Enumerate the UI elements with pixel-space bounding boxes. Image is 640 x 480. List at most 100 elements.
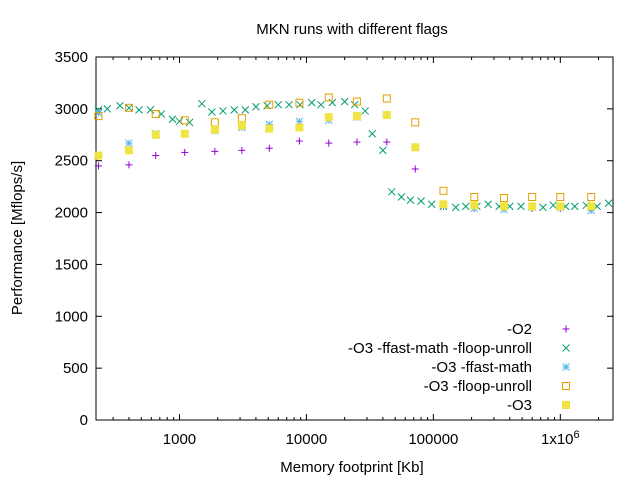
- data-point: [265, 124, 274, 133]
- series-2: [94, 109, 596, 215]
- data-point: [168, 115, 177, 124]
- data-point: [439, 186, 448, 195]
- legend-marker: [562, 325, 570, 333]
- data-point: [570, 202, 579, 211]
- data-point: [125, 161, 133, 169]
- data-point: [411, 143, 420, 152]
- legend-label: -O3 -ffast-math: [431, 359, 532, 376]
- data-point: [484, 200, 492, 209]
- data-point: [406, 196, 415, 204]
- data-point: [197, 99, 206, 108]
- data-point: [411, 118, 420, 127]
- chart-title: MKN runs with different flags: [256, 21, 447, 38]
- y-tick-label: 2500: [55, 153, 88, 170]
- y-axis-label: Performance [Mflops/s]: [9, 161, 26, 315]
- data-point: [382, 94, 391, 103]
- series-0: [94, 137, 595, 212]
- data-point: [340, 97, 349, 106]
- data-point: [94, 162, 102, 170]
- data-point: [411, 165, 419, 173]
- data-point: [124, 103, 133, 112]
- data-point: [241, 106, 250, 114]
- x-tick-label: 10000: [286, 431, 328, 448]
- data-point: [383, 138, 391, 146]
- data-point: [295, 123, 304, 132]
- y-tick-label: 2000: [55, 205, 88, 222]
- data-point: [556, 193, 565, 202]
- y-tick-label: 0: [80, 412, 88, 429]
- data-point: [539, 203, 547, 212]
- data-point: [325, 139, 333, 147]
- data-point: [307, 98, 316, 107]
- legend-marker: [562, 344, 570, 352]
- series-4: [94, 111, 596, 211]
- data-point: [230, 106, 239, 114]
- legend-label: -O3 -floop-unroll: [424, 378, 532, 395]
- legend-label: -O3: [507, 397, 532, 414]
- data-point: [470, 201, 479, 210]
- data-point: [180, 116, 189, 125]
- data-point: [238, 146, 246, 154]
- x-axis-label: Memory footprint [Kb]: [280, 459, 423, 476]
- data-point: [94, 151, 103, 160]
- data-point: [295, 137, 303, 145]
- data-point: [211, 147, 219, 155]
- data-point: [397, 193, 406, 201]
- data-point: [387, 187, 396, 196]
- data-point: [265, 100, 274, 109]
- data-point: [352, 112, 361, 121]
- data-point: [210, 125, 219, 134]
- series-3: [94, 93, 596, 203]
- y-tick-label: 3000: [55, 101, 88, 118]
- data-point: [94, 112, 103, 121]
- data-point: [587, 202, 596, 211]
- data-point: [549, 201, 558, 210]
- y-tick-label: 1000: [55, 308, 88, 325]
- data-point: [317, 100, 325, 109]
- data-point: [125, 139, 133, 147]
- data-point: [461, 202, 470, 211]
- data-point: [185, 118, 194, 127]
- plot-area: 0 500 1000 1500 2000 2500 3000 3500 1000 10000 100…: [55, 49, 614, 448]
- data-point: [151, 130, 160, 139]
- data-point: [152, 152, 160, 160]
- data-point: [146, 106, 155, 114]
- plot-frame: [95, 56, 614, 421]
- series-1: [94, 97, 613, 212]
- data-point: [125, 103, 133, 112]
- data-point: [352, 97, 361, 106]
- data-point: [353, 138, 361, 146]
- data-point: [116, 101, 124, 110]
- data-point: [151, 110, 160, 119]
- x-tick-label: 1000: [163, 431, 196, 448]
- data-point: [417, 197, 425, 206]
- data-point: [208, 108, 216, 116]
- data-point: [265, 144, 273, 152]
- data-point: [252, 102, 260, 111]
- data-point: [528, 193, 537, 202]
- data-point: [382, 111, 391, 120]
- data-point: [181, 148, 189, 156]
- data-point: [379, 146, 387, 155]
- data-point: [604, 199, 613, 208]
- data-point: [328, 98, 337, 107]
- legend-label: -O3 -ffast-math -floop-unroll: [348, 340, 532, 357]
- y-tick-label: 500: [63, 360, 88, 377]
- data-point: [361, 107, 369, 115]
- x-tick-label: 1x106: [541, 429, 580, 448]
- data-point: [135, 106, 143, 114]
- data-point: [296, 100, 304, 109]
- data-point: [427, 200, 436, 209]
- data-point: [556, 202, 565, 211]
- data-point: [528, 202, 537, 211]
- data-point: [295, 98, 304, 107]
- data-point: [274, 100, 283, 109]
- data-point: [451, 203, 460, 212]
- data-point: [237, 121, 246, 130]
- data-point: [219, 107, 227, 115]
- data-point: [517, 202, 525, 211]
- legend: -O2 -O3 -ffast-math -floop-unroll -O3 -ffa…: [348, 321, 570, 414]
- data-point: [124, 146, 133, 155]
- y-tick-label: 1500: [55, 256, 88, 273]
